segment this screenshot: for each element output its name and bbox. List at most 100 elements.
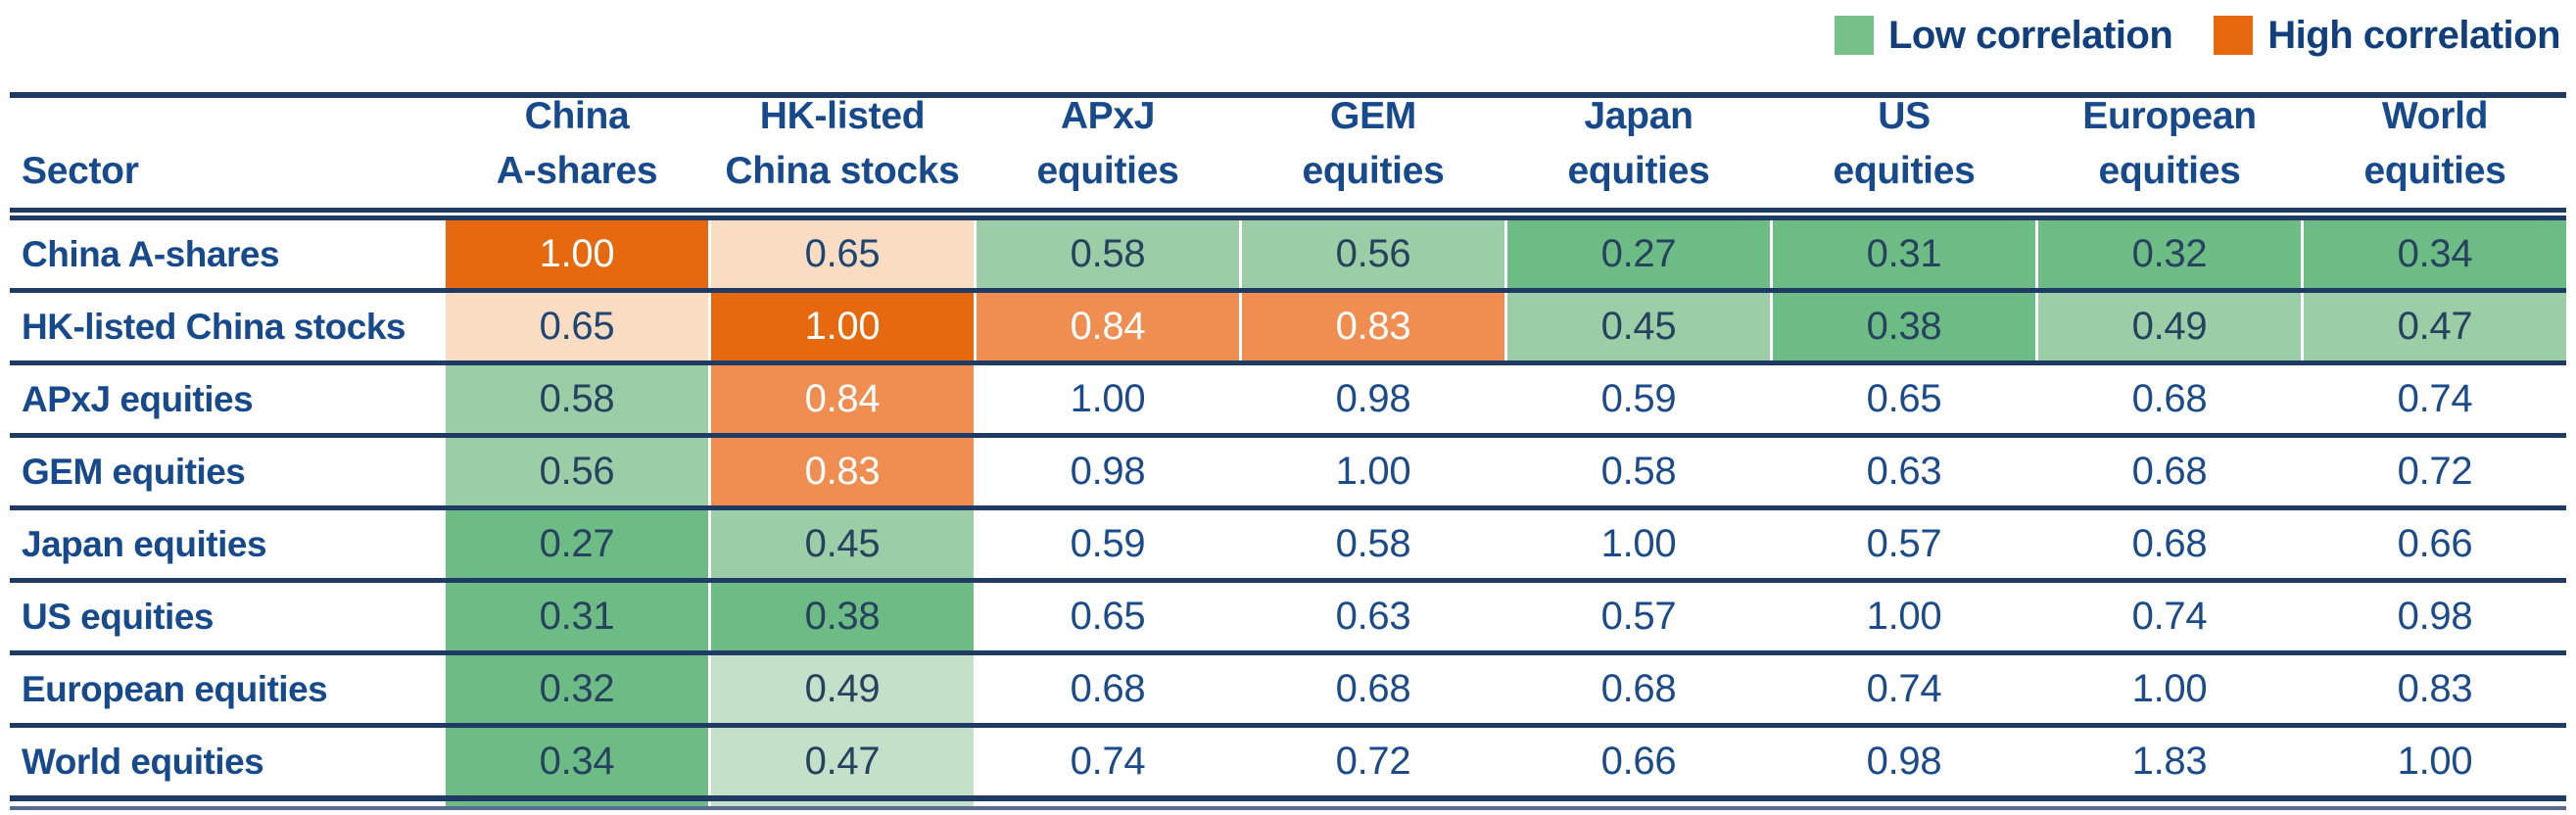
column-header-line2: equities: [2363, 149, 2506, 192]
matrix-cell: 0.72: [1242, 728, 1504, 795]
bottom-gap-segment: [1242, 801, 1504, 806]
matrix-cell: 0.68: [1242, 655, 1504, 723]
column-header-european-equities: European equities: [2038, 95, 2301, 208]
column-header-line1: China: [524, 95, 630, 138]
row-divider: [10, 505, 2566, 510]
matrix-cell: 0.57: [1507, 583, 1770, 650]
table-top-border: [10, 92, 2566, 98]
matrix-cell: 0.74: [2038, 583, 2301, 650]
row-label-china-a-shares: China A-shares: [22, 233, 280, 274]
matrix-cell: 1.00: [446, 220, 708, 288]
matrix-cell: 0.65: [711, 220, 974, 288]
matrix-cell: 0.31: [446, 583, 708, 650]
matrix-cell: 0.65: [977, 583, 1239, 650]
column-header-line2: equities: [2098, 149, 2241, 192]
matrix-cell: 1.83: [2038, 728, 2301, 795]
matrix-cell: 0.58: [1507, 438, 1770, 505]
column-header-world-equities: World equities: [2304, 95, 2566, 208]
matrix-cell: 0.45: [1507, 293, 1770, 360]
matrix-cell: 0.58: [977, 220, 1239, 288]
matrix-cell: 0.68: [2038, 438, 2301, 505]
row-divider: [10, 650, 2566, 655]
matrix-cell: 0.68: [1507, 655, 1770, 723]
column-header-line2: equities: [1567, 149, 1710, 192]
matrix-cell: 1.00: [2304, 728, 2566, 795]
sector-column-header: Sector: [22, 149, 139, 192]
column-header-line1: World: [2381, 95, 2489, 138]
legend-label-low: Low correlation: [1887, 13, 2173, 57]
bottom-gap-segment: [2038, 801, 2301, 806]
matrix-cell: 1.00: [1773, 583, 2035, 650]
bottom-border-line-2: [10, 806, 2566, 810]
matrix-cell: 0.32: [2038, 220, 2301, 288]
bottom-gap-segment: [1773, 801, 2035, 806]
row-label-apxj-equities: APxJ equities: [22, 378, 254, 419]
legend-item-high: High correlation: [2214, 14, 2560, 58]
bottom-border-gap: [10, 801, 2566, 806]
matrix-cell: 0.27: [446, 510, 708, 578]
column-header-gem-equities: GEM equities: [1242, 95, 1504, 208]
matrix-cell: 0.56: [446, 438, 708, 505]
matrix-cell: 0.68: [2038, 510, 2301, 578]
column-header-line2: equities: [1302, 149, 1445, 192]
matrix-cell: 0.65: [446, 293, 708, 360]
row-label-japan-equities: Japan equities: [22, 523, 267, 564]
matrix-cell: 0.59: [1507, 365, 1770, 433]
bottom-gap-segment: [2304, 801, 2566, 806]
matrix-cell: 0.66: [1507, 728, 1770, 795]
column-header-line1: APxJ: [1060, 95, 1156, 138]
high-correlation-swatch-icon: [2214, 16, 2254, 55]
row-label-us-equities: US equities: [22, 596, 215, 637]
row-divider: [10, 578, 2566, 583]
matrix-cell: 1.00: [977, 365, 1239, 433]
bottom-gap-segment: [711, 801, 974, 806]
legend-item-low: Low correlation: [1834, 13, 2173, 58]
bottom-gap-segment: [446, 801, 708, 806]
column-header-line1: HK-listed: [759, 95, 926, 138]
matrix-cell: 0.56: [1242, 220, 1504, 288]
column-header-line2: China stocks: [725, 149, 960, 192]
matrix-cell: 0.58: [1242, 510, 1504, 578]
column-header-us-equities: US equities: [1773, 95, 2035, 208]
matrix-cell: 0.63: [1242, 583, 1504, 650]
matrix-cell: 0.59: [977, 510, 1239, 578]
matrix-cell: 0.98: [2304, 583, 2566, 650]
column-header-apxj-equities: APxJ equities: [977, 95, 1239, 208]
matrix-cell: 0.31: [1773, 220, 2035, 288]
matrix-cell: 0.38: [711, 583, 974, 650]
matrix-cell: 0.98: [1773, 728, 2035, 795]
column-header-china-a-shares: China A-shares: [446, 95, 708, 208]
matrix-cell: 0.47: [711, 728, 974, 795]
matrix-cell: 0.65: [1773, 365, 2035, 433]
bottom-gap-segment: [1507, 801, 1770, 806]
row-divider: [10, 433, 2566, 438]
column-header-line1: US: [1878, 95, 1931, 138]
bottom-gap-segment: [977, 801, 1239, 806]
legend: Low correlation High correlation: [0, 0, 2576, 57]
column-header-hk-listed-china-stocks: HK-listed China stocks: [711, 95, 974, 208]
legend-label-high: High correlation: [2267, 13, 2560, 57]
matrix-cell: 0.66: [2304, 510, 2566, 578]
matrix-cell: 0.49: [711, 655, 974, 723]
matrix-cell: 0.57: [1773, 510, 2035, 578]
matrix-cell: 0.45: [711, 510, 974, 578]
row-divider: [10, 360, 2566, 365]
matrix-cell: 1.00: [711, 293, 974, 360]
matrix-cell: 0.32: [446, 655, 708, 723]
table-bottom-border: [10, 795, 2566, 810]
matrix-cell: 0.34: [446, 728, 708, 795]
matrix-cell: 0.47: [2304, 293, 2566, 360]
bottom-gap-segment: [10, 801, 443, 806]
row-divider: [10, 288, 2566, 293]
column-header-line2: equities: [1036, 149, 1179, 192]
row-label-gem-equities: GEM equities: [22, 451, 246, 492]
column-header-line1: European: [2082, 95, 2257, 138]
column-header-line1: GEM: [1330, 95, 1416, 138]
matrix-cell: 0.27: [1507, 220, 1770, 288]
matrix-cell: 1.00: [1242, 438, 1504, 505]
row-label-hk-listed-china-stocks: HK-listed China stocks: [22, 306, 405, 347]
row-divider: [10, 723, 2566, 728]
column-header-japan-equities: Japan equities: [1507, 95, 1770, 208]
matrix-cell: 0.84: [711, 365, 974, 433]
